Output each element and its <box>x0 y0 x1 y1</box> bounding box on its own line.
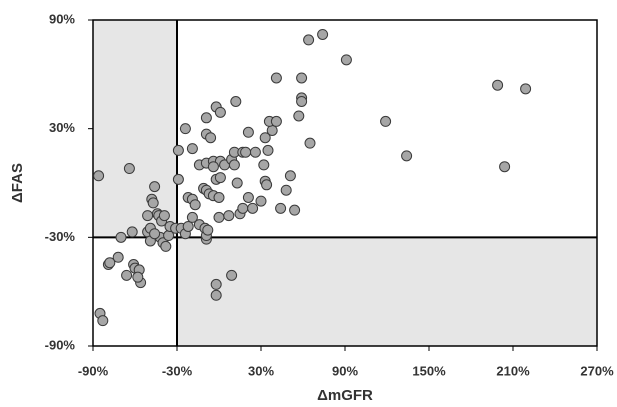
x-tick-label: 30% <box>248 363 274 378</box>
scatter-point <box>266 124 278 136</box>
scatter-point <box>230 96 242 107</box>
scatter-point <box>296 72 308 84</box>
scatter-point <box>270 115 282 127</box>
scatter-point <box>259 132 271 144</box>
scatter-point <box>401 150 413 162</box>
scatter-point <box>210 278 222 290</box>
scatter-point <box>149 228 161 240</box>
scatter-point <box>132 271 144 283</box>
scatter-point <box>189 199 201 211</box>
scatter-point <box>213 191 225 203</box>
y-axis-title: ΔFAS <box>9 163 26 203</box>
y-tick-label: -30% <box>45 229 76 244</box>
scatter-point <box>149 181 161 193</box>
scatter-point <box>172 144 184 156</box>
scatter-point <box>317 28 329 40</box>
scatter-point <box>255 195 267 207</box>
scatter-point <box>205 132 217 144</box>
scatter-point <box>289 204 301 216</box>
x-axis-title: ΔmGFR <box>317 387 373 404</box>
scatter-point <box>258 159 270 171</box>
scatter-point <box>186 143 198 155</box>
scatter-point <box>284 170 296 182</box>
scatter-point <box>270 72 282 84</box>
scatter-point <box>147 197 159 209</box>
scatter-point <box>93 170 105 182</box>
scatter-point <box>126 226 138 238</box>
scatter-point <box>499 161 511 173</box>
scatter-point <box>210 289 222 301</box>
scatter-point <box>242 191 254 203</box>
scatter-point <box>492 79 504 91</box>
x-tick-label: 90% <box>332 363 358 378</box>
y-tick-label: -90% <box>45 337 76 352</box>
scatter-point <box>223 210 235 222</box>
scatter-point <box>340 54 352 66</box>
scatter-point <box>182 220 194 232</box>
scatter-point <box>237 202 249 214</box>
scatter-point <box>520 83 532 95</box>
shaded-region <box>93 20 177 238</box>
scatter-point <box>247 202 259 214</box>
scatter-point <box>202 224 214 236</box>
scatter-point <box>160 240 172 252</box>
shaded-region <box>177 237 597 346</box>
scatter-point <box>249 146 261 158</box>
scatter-point <box>228 159 240 171</box>
y-tick-label: 30% <box>49 120 75 135</box>
scatter-point <box>172 173 184 185</box>
scatter-point <box>123 163 135 175</box>
scatter-point <box>104 257 116 269</box>
scatter-point <box>226 269 238 281</box>
scatter-point <box>231 177 243 189</box>
scatter-point <box>380 115 392 127</box>
scatter-point <box>115 231 127 243</box>
scatter-point <box>214 106 226 118</box>
scatter-point <box>121 269 133 281</box>
scatter-point <box>275 202 287 214</box>
scatter-point <box>242 126 254 138</box>
x-tick-label: -30% <box>162 363 193 378</box>
scatter-point <box>207 161 219 173</box>
scatter-point <box>158 210 170 222</box>
scatter-point <box>213 211 225 223</box>
x-tick-label: 270% <box>580 363 614 378</box>
scatter-point <box>262 144 274 156</box>
scatter-point <box>296 96 308 107</box>
scatter-point <box>112 251 124 263</box>
scatter-point <box>261 179 273 191</box>
scatter-point <box>240 146 252 158</box>
x-tick-label: -90% <box>78 363 109 378</box>
x-tick-label: 210% <box>496 363 530 378</box>
scatter-point <box>97 315 109 327</box>
scatter-point <box>142 210 154 222</box>
scatter-point <box>186 211 198 223</box>
scatter-point <box>293 110 305 122</box>
scatter-point <box>179 123 191 135</box>
scatter-point <box>280 184 292 196</box>
y-tick-label: 90% <box>49 11 75 26</box>
x-tick-label: 150% <box>412 363 446 378</box>
scatter-point <box>303 34 315 46</box>
scatter-point <box>200 112 212 124</box>
scatter-point <box>214 172 226 184</box>
scatter-point <box>304 137 316 149</box>
